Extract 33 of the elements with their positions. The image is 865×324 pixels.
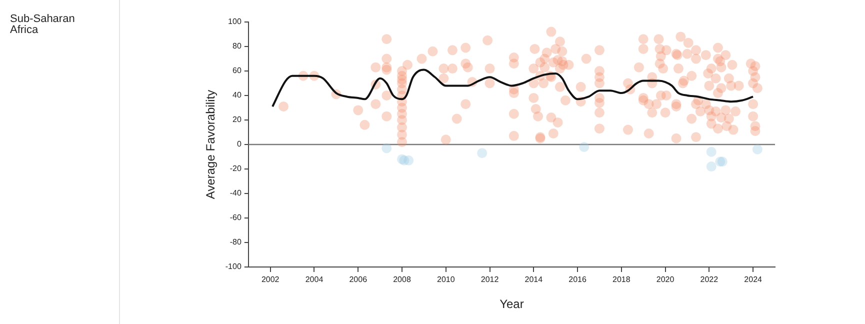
x-tick-label: 2010 xyxy=(436,275,456,284)
x-tick-label: 2012 xyxy=(480,275,500,284)
y-tick-label: -80 xyxy=(230,238,242,247)
x-tick-label: 2024 xyxy=(744,275,763,284)
y-tick-label: -40 xyxy=(230,188,242,198)
y-axis-title: Average Favorability xyxy=(204,90,218,200)
x-tick-label: 2006 xyxy=(349,275,368,284)
y-tick-label: 80 xyxy=(232,42,242,51)
y-tick-label: -20 xyxy=(230,164,242,174)
point xyxy=(477,148,488,158)
x-tick-label: 2014 xyxy=(524,275,544,284)
point xyxy=(579,142,590,152)
y-tick-label: 20 xyxy=(232,115,242,124)
y-tick-label: 0 xyxy=(236,140,242,149)
text: Sub-Saharan Africa xyxy=(10,13,76,36)
x-tick-label: 2016 xyxy=(568,275,587,284)
y-tick-label: -60 xyxy=(230,213,242,222)
x-axis-title: Year xyxy=(500,297,524,312)
point xyxy=(752,144,762,154)
x-tick-label: 2004 xyxy=(305,275,324,284)
y-tick-label: 100 xyxy=(228,17,242,26)
point xyxy=(706,162,716,172)
x-tick-label: 2018 xyxy=(612,275,631,284)
x-tick-label: 2002 xyxy=(261,275,280,284)
x-tick-label: 2022 xyxy=(700,275,719,284)
y-tick-label: 40 xyxy=(232,90,242,100)
point xyxy=(404,155,414,166)
x-tick-label: 2020 xyxy=(656,275,675,284)
point xyxy=(706,146,716,157)
x-tick-label: 2008 xyxy=(393,275,412,284)
point xyxy=(382,143,392,154)
y-tick-label: 60 xyxy=(232,66,242,76)
y-tick-label: -100 xyxy=(225,262,242,272)
